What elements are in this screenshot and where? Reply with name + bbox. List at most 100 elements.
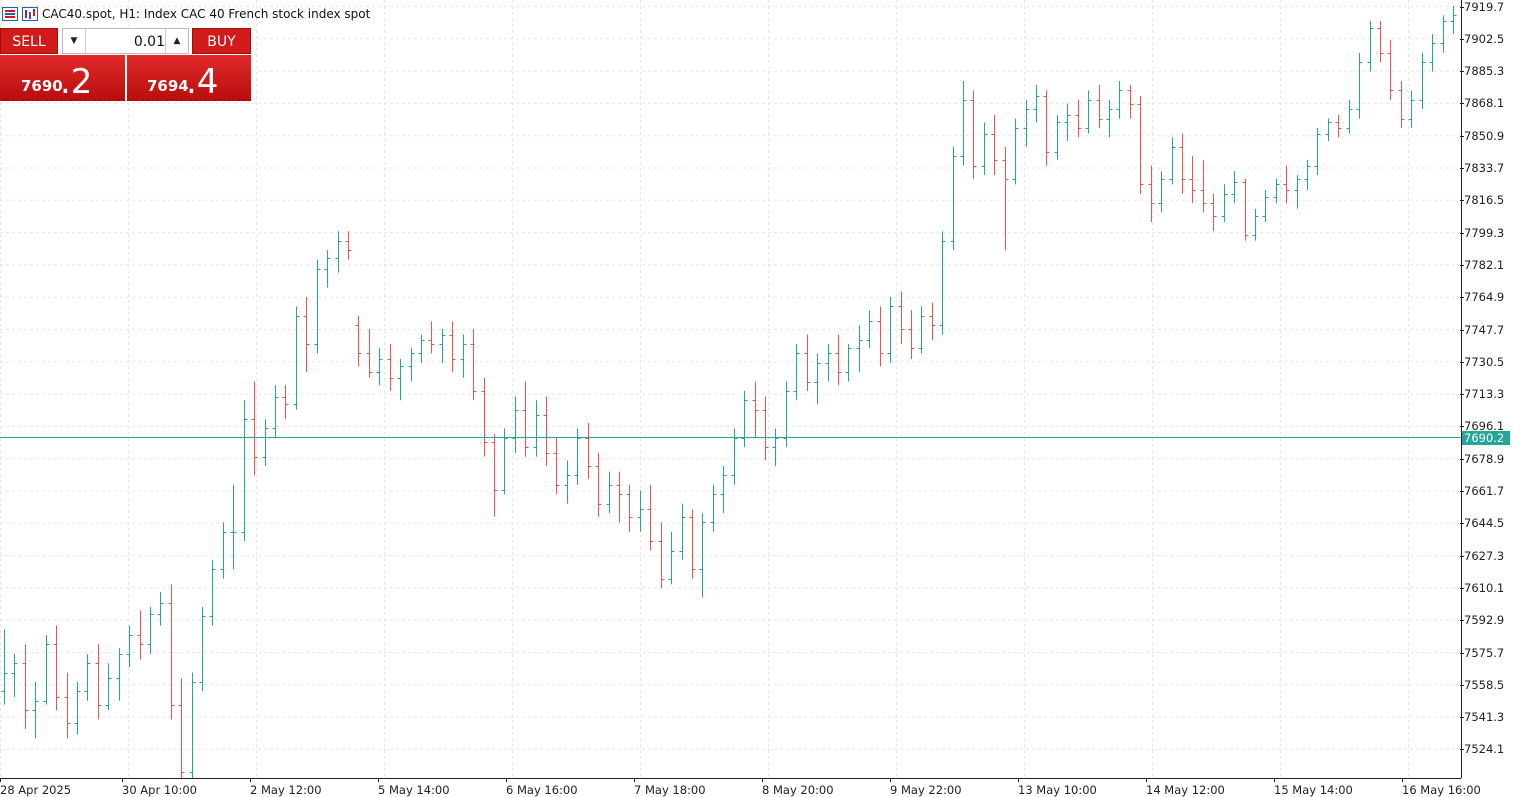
ohlc-bar	[741, 390, 748, 448]
ohlc-bar	[1294, 174, 1301, 209]
ohlc-bar	[981, 122, 988, 175]
price-tick-label: 7610.1	[1459, 580, 1505, 595]
ohlc-bar	[1127, 84, 1134, 119]
ohlc-bar	[1116, 81, 1123, 119]
ohlc-bar	[512, 396, 519, 453]
ohlc-bar	[1179, 133, 1186, 194]
ohlc-bar	[147, 606, 154, 654]
ohlc-bar	[74, 681, 81, 735]
price-tick-label: 7764.9	[1459, 290, 1505, 305]
price-tick-label: 7627.3	[1459, 548, 1505, 563]
time-tick-label: 6 May 16:00	[506, 778, 578, 797]
price-chart[interactable]	[0, 0, 1461, 778]
ohlc-bar	[22, 644, 29, 729]
ohlc-bar	[856, 325, 863, 373]
price-tick-label: 7713.3	[1459, 387, 1505, 402]
time-tick-label: 8 May 20:00	[762, 778, 834, 797]
price-tick-label: 7541.3	[1459, 710, 1505, 725]
buy-price-quote[interactable]: 7694 .4	[127, 55, 251, 101]
volume-decrease-icon[interactable]: ▼	[63, 29, 86, 53]
ohlc-bar	[178, 678, 185, 778]
ohlc-bar	[387, 343, 394, 391]
price-tick-label: 7575.7	[1459, 645, 1505, 660]
buy-price-fraction: .4	[186, 62, 219, 102]
ohlc-bar	[1325, 118, 1332, 142]
ohlc-bar	[752, 381, 759, 438]
ohlc-bar	[1054, 114, 1061, 160]
price-scale[interactable]: 7919.7 7902.5 7885.3 7868.1 7850.9 7833.7 7816…	[1459, 0, 1523, 778]
ohlc-bar	[262, 419, 269, 467]
chart-area[interactable]	[0, 0, 1461, 778]
ohlc-bar	[116, 648, 123, 701]
ohlc-bar	[1419, 52, 1426, 110]
ohlc-bar	[553, 437, 560, 495]
ohlc-bar	[408, 347, 415, 382]
ohlc-bar	[1002, 146, 1009, 251]
ohlc-bar	[939, 231, 946, 335]
price-tick-label: 7816.5	[1459, 193, 1505, 208]
ohlc-bar	[637, 490, 644, 532]
time-tick-label: 16 May 16:00	[1402, 778, 1481, 797]
ohlc-bar	[241, 400, 248, 542]
time-tick-label: 30 Apr 10:00	[122, 778, 197, 797]
chart-window-icon[interactable]	[22, 7, 38, 21]
chart-title-bar: CAC40.spot, H1: Index CAC 40 French stoc…	[2, 6, 370, 22]
ohlc-bar	[1043, 90, 1050, 166]
sell-button[interactable]: SELL	[0, 28, 58, 54]
price-tick-label: 7868.1	[1459, 96, 1505, 111]
price-tick-label: 7799.3	[1459, 225, 1505, 240]
ohlc-bar	[1231, 171, 1238, 204]
price-tick-label: 7678.9	[1459, 451, 1505, 466]
ohlc-bar	[679, 503, 686, 560]
time-tick-label: 2 May 12:00	[250, 778, 322, 797]
time-tick-label: 15 May 14:00	[1274, 778, 1353, 797]
price-tick-label: 7558.5	[1459, 677, 1505, 692]
ohlc-bar	[898, 291, 905, 344]
ohlc-bar	[1221, 184, 1228, 222]
time-scale[interactable]: 28 Apr 2025 30 Apr 10:00 2 May 12:00 5 May …	[0, 778, 1481, 797]
time-tick-label: 28 Apr 2025	[0, 778, 72, 797]
ohlc-bar	[157, 591, 164, 626]
volume-input[interactable]	[87, 31, 167, 53]
ohlc-bar	[105, 663, 112, 711]
ohlc-bar	[137, 610, 144, 660]
volume-increase-icon[interactable]: ▲	[165, 29, 188, 53]
ohlc-bar	[866, 310, 873, 348]
ohlc-bar	[1398, 81, 1405, 129]
price-tick-label: 7524.1	[1459, 742, 1505, 757]
sell-price-quote[interactable]: 7690 .2	[0, 55, 125, 101]
ohlc-bar	[1148, 165, 1155, 222]
ohlc-bar	[64, 672, 71, 739]
ohlc-bar	[366, 328, 373, 378]
ohlc-bar	[460, 334, 467, 378]
ohlc-bar	[449, 321, 456, 373]
ohlc-bar	[616, 471, 623, 523]
ohlc-bar	[272, 385, 279, 438]
price-tick-label: 7644.5	[1459, 516, 1505, 531]
ohlc-bar	[1429, 34, 1436, 72]
ohlc-bar	[303, 297, 310, 373]
ohlc-bar	[418, 334, 425, 363]
ohlc-bar	[84, 653, 91, 701]
buy-button[interactable]: BUY	[192, 28, 251, 54]
sell-price-main: 7690	[21, 77, 63, 95]
ohlc-bar	[1335, 114, 1342, 138]
ohlc-bar	[1314, 128, 1321, 175]
ohlc-bar	[481, 377, 488, 457]
buy-price-main: 7694	[147, 77, 189, 95]
ohlc-bar	[1346, 99, 1353, 134]
ohlc-bar	[199, 606, 206, 692]
ohlc-bar	[595, 452, 602, 517]
ohlc-bar	[960, 81, 967, 166]
time-tick-label: 14 May 12:00	[1146, 778, 1225, 797]
time-tick-label: 5 May 14:00	[378, 778, 450, 797]
symbol-title: CAC40.spot, H1: Index CAC 40 French stoc…	[42, 7, 371, 21]
ohlc-bar	[1210, 193, 1217, 232]
ohlc-bar	[1096, 84, 1103, 129]
current-price-label: 7690.2	[1462, 430, 1510, 445]
one-click-trading-icon[interactable]	[2, 7, 18, 21]
time-tick-label: 9 May 22:00	[890, 778, 962, 797]
ohlc-bar	[1137, 96, 1144, 194]
ohlc-bar	[230, 484, 237, 570]
ohlc-bar	[1023, 99, 1030, 147]
